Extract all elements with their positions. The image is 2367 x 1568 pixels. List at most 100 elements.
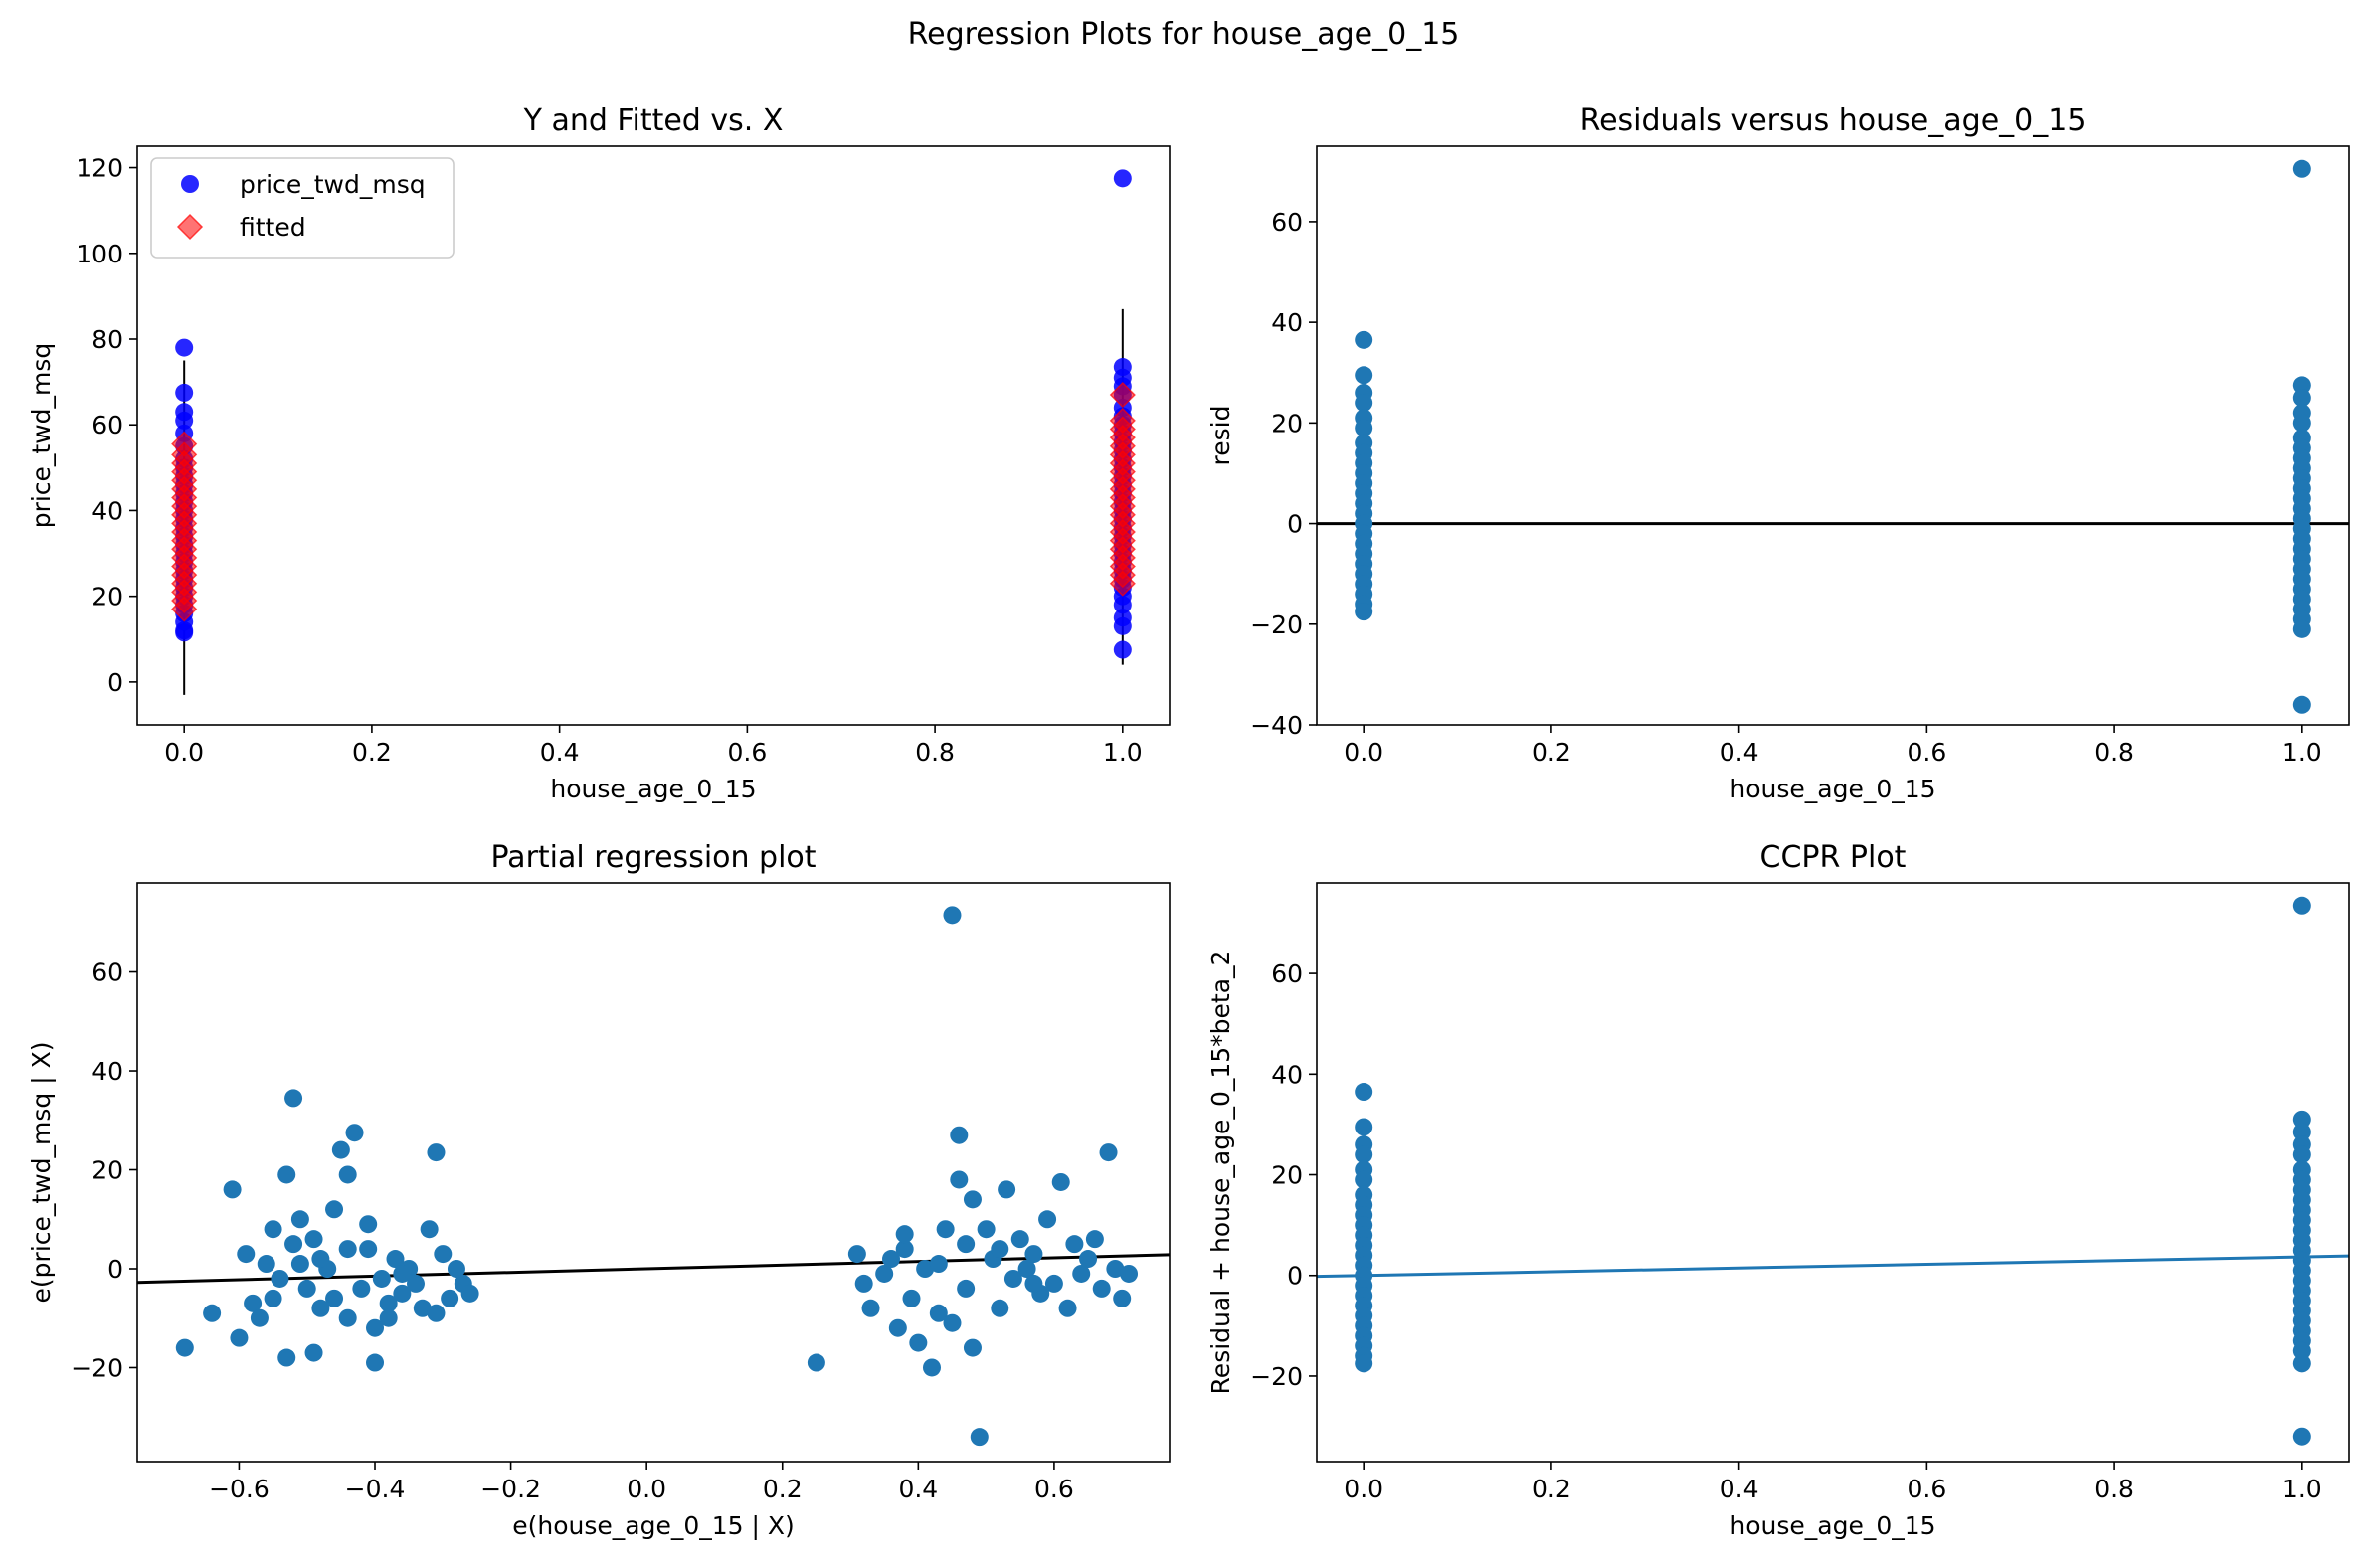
data-point: [1355, 603, 1373, 621]
x-tick-label: 0.0: [1344, 738, 1383, 767]
data-point: [338, 1240, 357, 1259]
data-point: [1355, 1118, 1373, 1136]
data-point: [895, 1225, 914, 1244]
x-tick-label: 0.0: [1344, 1475, 1383, 1503]
data-point: [2292, 1354, 2311, 1373]
x-tick-label: 1.0: [2282, 738, 2322, 767]
panel-title: Residuals versus house_age_0_15: [1580, 103, 2087, 138]
data-point: [2292, 376, 2311, 395]
data-point: [277, 1348, 296, 1367]
data-point: [1079, 1250, 1098, 1269]
series-fitted: [171, 381, 1136, 622]
legend-label: price_twd_msq: [240, 170, 426, 199]
data-point: [807, 1353, 825, 1372]
data-point: [1065, 1235, 1084, 1254]
data-point: [379, 1308, 398, 1327]
y-tick-label: 0: [1287, 1262, 1303, 1291]
data-point: [2292, 896, 2311, 915]
panel-title: Partial regression plot: [490, 840, 816, 875]
data-point: [929, 1255, 948, 1274]
data-point: [1058, 1299, 1077, 1317]
data-point: [175, 623, 194, 642]
data-point: [175, 383, 194, 402]
data-point: [977, 1220, 996, 1239]
x-axis-label: house_age_0_15: [1730, 1511, 1935, 1540]
data-point: [902, 1289, 921, 1307]
data-point: [413, 1299, 432, 1317]
data-point: [366, 1318, 385, 1337]
y-tick-label: −40: [1250, 711, 1303, 740]
data-point: [922, 1358, 941, 1377]
data-point: [250, 1308, 269, 1327]
data-point: [304, 1343, 323, 1362]
series-points-0: [1355, 159, 2311, 714]
data-point: [434, 1245, 453, 1264]
y-tick-label: −20: [1250, 610, 1303, 639]
axes-frame: [1316, 145, 2350, 726]
plot-marks: [171, 169, 1136, 695]
data-point: [895, 1240, 914, 1259]
data-point: [957, 1235, 976, 1254]
data-point: [237, 1245, 256, 1264]
data-point: [2292, 389, 2311, 408]
data-point: [1120, 1264, 1139, 1283]
data-point: [1355, 419, 1373, 437]
data-point: [203, 1304, 222, 1322]
data-point: [325, 1200, 344, 1219]
data-point: [1355, 366, 1373, 385]
plot-area: [137, 883, 1170, 1462]
data-point: [271, 1269, 289, 1288]
data-point: [230, 1328, 249, 1347]
y-axis-label: Residual + house_age_0_15*beta_2: [1206, 951, 1235, 1395]
data-point: [1355, 1170, 1373, 1189]
data-point: [311, 1299, 330, 1317]
fitted-point: [1109, 570, 1136, 597]
legend-observed-marker: [181, 175, 199, 193]
y-tick-label: 60: [91, 411, 123, 439]
data-point: [175, 411, 194, 430]
data-point: [2292, 1427, 2311, 1446]
panel-title: CCPR Plot: [1760, 840, 1907, 875]
data-point: [257, 1255, 275, 1274]
data-point: [882, 1250, 901, 1269]
data-point: [1113, 616, 1132, 635]
data-point: [290, 1210, 309, 1229]
data-point: [2292, 695, 2311, 714]
data-point: [393, 1264, 412, 1283]
data-point: [963, 1190, 982, 1209]
data-point: [427, 1143, 446, 1162]
x-tick-label: 0.8: [2094, 1475, 2134, 1503]
data-point: [861, 1299, 880, 1317]
data-point: [2292, 1145, 2311, 1164]
series-points-0: [175, 906, 1139, 1447]
data-point: [929, 1304, 948, 1322]
data-point: [331, 1140, 350, 1159]
y-tick-label: 80: [91, 325, 123, 354]
data-point: [175, 338, 194, 357]
data-point: [297, 1279, 316, 1298]
data-point: [345, 1124, 364, 1142]
data-point: [991, 1240, 1009, 1259]
data-point: [2292, 414, 2311, 433]
data-point: [338, 1308, 357, 1327]
data-point: [950, 1126, 969, 1144]
x-tick-label: 0.6: [1034, 1475, 1074, 1503]
data-point: [1003, 1269, 1022, 1288]
data-point: [460, 1284, 479, 1303]
axes-frame: [136, 145, 1171, 726]
data-point: [936, 1220, 955, 1239]
plot-area: [1317, 146, 2349, 725]
y-tick-label: 40: [1271, 308, 1303, 337]
data-point: [998, 1180, 1016, 1199]
data-point: [393, 1284, 412, 1303]
x-axis-label: house_age_0_15: [1730, 775, 1935, 803]
data-point: [2292, 1341, 2311, 1360]
data-point: [1072, 1264, 1091, 1283]
fit-line: [1317, 1254, 2349, 1279]
y-axis-label: e(price_twd_msq | X): [27, 1042, 56, 1304]
data-point: [284, 1089, 303, 1108]
x-axis-label: house_age_0_15: [550, 775, 756, 803]
plot-area: [1317, 883, 2349, 1462]
panel-y_fitted: 0.0 0.2 0.4 0.6 0.8 1.0 0 20 40 60 80 100 120 Y and F…: [27, 103, 1171, 803]
figure-suptitle: Regression Plots for house_age_0_15: [908, 17, 1460, 52]
